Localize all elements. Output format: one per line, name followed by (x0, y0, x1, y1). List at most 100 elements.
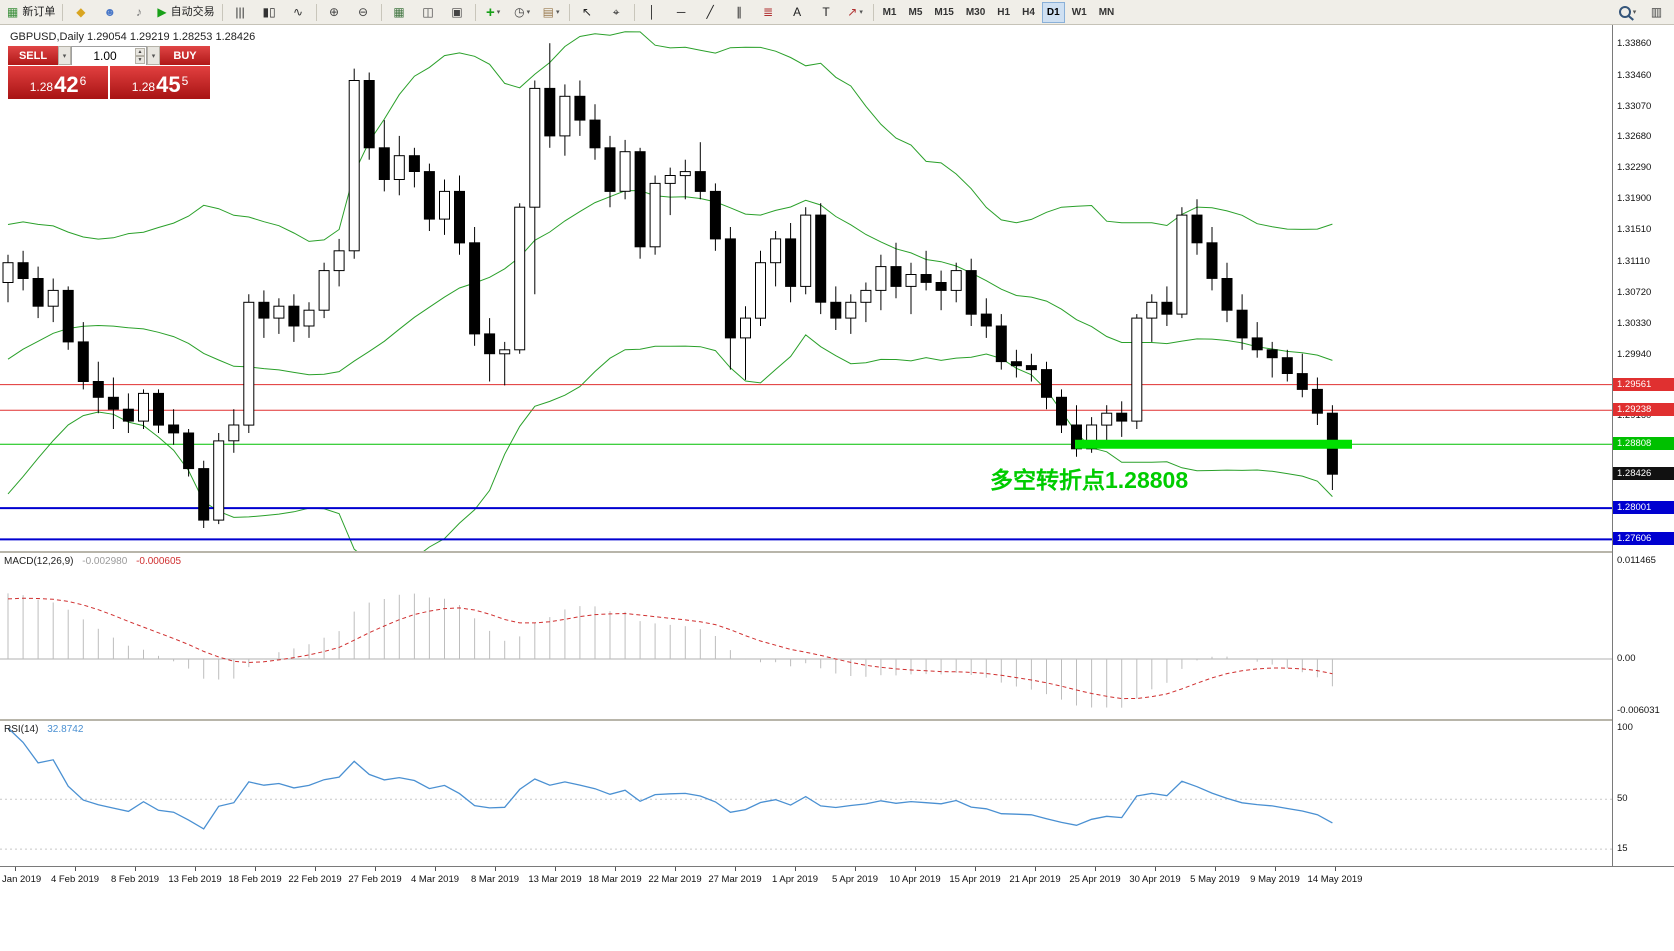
rsi-name: RSI(14) (4, 724, 39, 735)
time-tick (495, 867, 496, 871)
price-axis-label: 1.31900 (1617, 193, 1652, 204)
vertical-line-icon[interactable]: │ (639, 1, 666, 24)
zoom-out-icon[interactable]: ⊖ (350, 1, 377, 24)
bar-chart-icon[interactable]: ||| (227, 1, 254, 24)
timeframe-button-d1[interactable]: D1 (1041, 1, 1065, 23)
timeframe-button-h1[interactable]: H1 (997, 6, 1011, 18)
timeframe-button-w1[interactable]: W1 (1071, 6, 1087, 18)
templates-icon[interactable]: ▤ ▾ (538, 1, 565, 24)
line-chart-icon[interactable]: ∿ (285, 1, 312, 24)
time-axis-label: 22 Mar 2019 (648, 874, 702, 885)
text-icon[interactable]: A (784, 1, 811, 24)
toolbar-separator (315, 3, 317, 21)
buy-price-button[interactable]: 1.28 45 5 (110, 66, 210, 99)
toolbar-separator (221, 3, 223, 21)
volume-up-icon[interactable]: ▲ (135, 48, 145, 56)
time-axis-label: 30 Jan 2019 (0, 874, 42, 885)
time-axis-label: 25 Apr 2019 (1069, 874, 1121, 885)
trendline-icon[interactable]: ╱ (697, 1, 724, 24)
time-axis-label: 22 Feb 2019 (288, 874, 342, 885)
chart-window: GBPUSD,Daily 1.29054 1.29219 1.28253 1.2… (0, 25, 1674, 951)
chevron-down-icon: ▾ (1632, 8, 1637, 16)
price-axis-label: 1.33070 (1617, 101, 1652, 112)
timeframe-button-m5[interactable]: M5 (908, 6, 923, 18)
price-line-badge: 1.28808 (1613, 437, 1674, 450)
time-tick (915, 867, 916, 871)
toolbar-separator (872, 3, 874, 21)
rsi-axis-label: 100 (1617, 722, 1633, 733)
periods-icon-glyph: ◷ (514, 5, 525, 19)
text-label-icon[interactable]: T (813, 1, 840, 24)
arrange-windows-icon-glyph: ▣ (451, 5, 463, 19)
cascade-windows-icon[interactable]: ◫ (415, 1, 442, 24)
timeframe-button-m15[interactable]: M15 (934, 6, 954, 18)
price-chart[interactable] (0, 25, 1612, 551)
time-axis-label: 9 May 2019 (1250, 874, 1300, 885)
price-axis-label: 1.31110 (1617, 256, 1650, 267)
panel-splitter[interactable] (0, 719, 1674, 721)
search-icon[interactable]: ▾ (1614, 1, 1641, 24)
arrange-windows-icon[interactable]: ▣ (444, 1, 471, 24)
data-window-icon[interactable]: ▥ (1643, 1, 1670, 24)
timeframe-button-h4[interactable]: H4 (1022, 6, 1035, 18)
time-axis-label: 1 Apr 2019 (772, 874, 818, 885)
price-axis[interactable]: 1.33860 1.33460 1.33070 1.32680 1.32290 1.319… (1612, 25, 1674, 866)
volume-input[interactable] (72, 47, 146, 65)
macd-value: -0.002980 (82, 556, 128, 567)
fibonacci-icon[interactable]: ≣ (755, 1, 782, 24)
price-axis-label: 1.33860 (1617, 38, 1652, 49)
sell-options-dropdown[interactable]: ▾ (58, 46, 71, 65)
buy-options-dropdown[interactable]: ▾ (147, 46, 160, 65)
macd-indicator-pane[interactable] (0, 553, 1612, 719)
tile-windows-icon[interactable]: ▦ (386, 1, 413, 24)
periods-icon[interactable]: ◷ ▾ (509, 1, 536, 24)
chart-title: GBPUSD,Daily 1.29054 1.29219 1.28253 1.2… (10, 31, 256, 43)
sell-price-button[interactable]: 1.28 42 6 (8, 66, 108, 99)
price-axis-label: 1.33460 (1617, 70, 1652, 81)
cursor-icon[interactable]: ↖ (574, 1, 601, 24)
time-axis-label: 18 Mar 2019 (588, 874, 642, 885)
time-axis[interactable]: 30 Jan 2019 4 Feb 2019 8 Feb 2019 13 Feb 20… (0, 866, 1674, 951)
buy-price-big: 45 (156, 72, 181, 97)
channel-icon[interactable]: ∥ (726, 1, 753, 24)
timeframe-button-m30[interactable]: M30 (965, 6, 986, 18)
bar-chart-icon-glyph: ||| (235, 5, 245, 19)
crosshair-icon-glyph: ⌖ (612, 5, 620, 19)
text-label-icon-glyph: T (822, 5, 830, 19)
alerts-icon[interactable]: ♪ (125, 1, 152, 24)
time-tick (675, 867, 676, 871)
timeframe-button-mn[interactable]: MN (1098, 6, 1115, 18)
turning-point-annotation[interactable]: 多空转折点1.28808 (990, 467, 1189, 493)
buy-label-button[interactable]: BUY (160, 46, 210, 65)
indicators-icon[interactable]: + ▾ (480, 1, 507, 24)
time-tick (435, 867, 436, 871)
candlestick-chart-icon[interactable]: ▮▯ (256, 1, 283, 24)
one-click-trading-panel: SELL ▾ ▲ ▼ ▾ BUY 1.28 42 6 (8, 46, 210, 99)
time-tick (375, 867, 376, 871)
magnifier-glyph (1618, 6, 1631, 18)
crosshair-icon[interactable]: ⌖ (603, 1, 630, 24)
expert-advisors-icon[interactable]: ◆ (67, 1, 94, 24)
zoom-in-icon-glyph: ⊕ (329, 5, 340, 19)
autotrade-button-glyph: ▶ (157, 5, 167, 19)
price-axis-label: 1.30330 (1617, 318, 1652, 329)
autotrade-button[interactable]: ▶ 自动交易 (154, 1, 217, 24)
toolbar: ▦ 新订单 ◆ ☻ ♪ ▶ 自动交易 ||| ▮▯ ∿ ⊕ ⊖ ▦ ◫ ▣ + ▾ ◷ ▾ ▤ ▾ ↖ ⌖ │ ─ ╱ ∥ ≣ A T ↗ ▾… (0, 0, 1674, 25)
new-order-button[interactable]: ▦ 新订单 (4, 1, 58, 24)
timeframe-button-m1[interactable]: M1 (882, 6, 897, 18)
volume-down-icon[interactable]: ▼ (135, 56, 145, 64)
rsi-indicator-pane[interactable] (0, 721, 1612, 866)
horizontal-line-icon[interactable]: ─ (668, 1, 695, 24)
zoom-in-icon[interactable]: ⊕ (321, 1, 348, 24)
arrows-icon[interactable]: ↗ ▾ (842, 1, 869, 24)
toolbar-separator (633, 3, 635, 21)
sell-label-button[interactable]: SELL (8, 46, 58, 65)
data-window-icon-glyph: ▥ (1650, 5, 1663, 19)
rsi-axis-label: 15 (1617, 843, 1628, 854)
profile-icon[interactable]: ☻ (96, 1, 123, 24)
time-tick (1335, 867, 1336, 871)
panel-splitter[interactable] (0, 551, 1674, 553)
macd-name: MACD(12,26,9) (4, 556, 74, 567)
toolbar-separator (62, 3, 64, 21)
time-axis-label: 30 Apr 2019 (1129, 874, 1181, 885)
